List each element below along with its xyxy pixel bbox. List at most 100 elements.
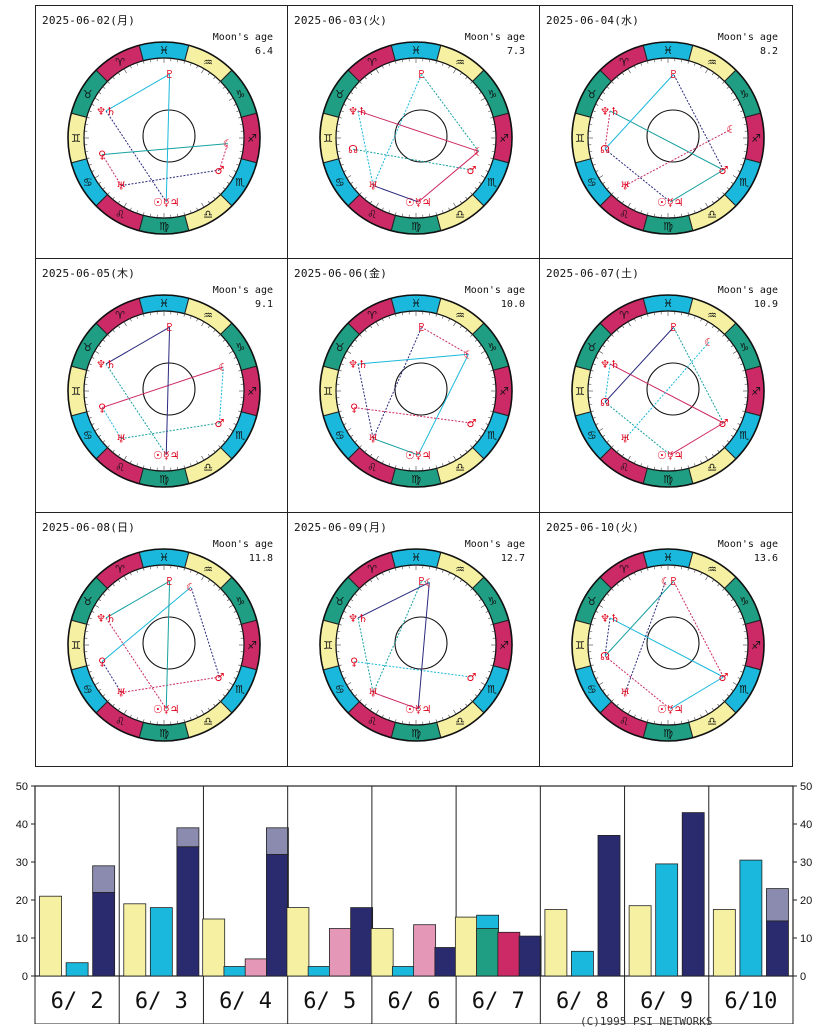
zodiac-sign-icon: ♓ (159, 551, 169, 564)
zodiac-sign-icon: ♏ (739, 429, 749, 442)
planet-icon: ♅ (368, 180, 378, 193)
zodiac-sign-icon: ♎ (707, 715, 717, 728)
planet-icon: ♇ (669, 321, 679, 334)
zodiac-sign-icon: ♍ (663, 220, 673, 233)
zodiac-sign-icon: ♉ (335, 595, 345, 608)
zodiac-wheel: ♓♒♑♐♏♎♍♌♋♊♉♈♆♄♀♅☉☿♃♂☾♇ (36, 6, 288, 259)
zodiac-sign-icon: ♉ (587, 341, 597, 354)
zodiac-sign-icon: ♎ (203, 715, 213, 728)
planet-icon: ☾ (474, 145, 484, 158)
category-label: 6/ 4 (219, 989, 272, 1014)
zodiac-sign-icon: ♍ (411, 473, 421, 486)
zodiac-sign-icon: ♋ (587, 429, 597, 442)
planet-icon: ♂ (214, 164, 224, 177)
planet-icon: ♅ (620, 433, 630, 446)
bar (498, 932, 520, 976)
bar (124, 904, 146, 976)
zodiac-sign-icon: ♌ (367, 461, 377, 474)
planet-icon: ☊ (348, 143, 358, 156)
y-tick-label-left: 40 (16, 819, 28, 831)
y-tick-label-left: 0 (22, 971, 28, 983)
zodiac-sign-icon: ♐ (751, 132, 761, 145)
zodiac-sign-icon: ♓ (411, 44, 421, 57)
zodiac-sign-icon: ♊ (575, 639, 585, 652)
zodiac-sign-icon: ♓ (159, 44, 169, 57)
zodiac-sign-icon: ♌ (619, 208, 629, 221)
zodiac-wheel: ♓♒♑♐♏♎♍♌♋♊♉♈♆♄☊♅☉☿♃♂☾♇ (540, 513, 792, 766)
zodiac-sign-icon: ♉ (335, 88, 345, 101)
zodiac-sign-icon: ♈ (367, 563, 377, 576)
zodiac-sign-icon: ♌ (619, 461, 629, 474)
zodiac-sign-icon: ♊ (71, 132, 81, 145)
planet-icon: ♅ (620, 180, 630, 193)
bar (598, 835, 620, 976)
zodiac-sign-icon: ♐ (751, 639, 761, 652)
zodiac-sign-icon: ♋ (335, 176, 345, 189)
zodiac-sign-icon: ♎ (455, 208, 465, 221)
category-label: 6/ 3 (135, 989, 188, 1014)
bar (40, 896, 62, 976)
y-tick-label-left: 20 (16, 895, 28, 907)
planet-icon: ☊ (600, 396, 610, 409)
planet-icon: ♂ (718, 164, 728, 177)
bar (371, 929, 393, 977)
zodiac-sign-icon: ♒ (707, 563, 717, 576)
planet-icon: ☉☿♃ (153, 196, 179, 209)
planet-icon: ♆♄ (348, 358, 368, 371)
planet-icon: ♆♄ (600, 612, 620, 625)
zodiac-wheel: ♓♒♑♐♏♎♍♌♋♊♉♈♆♄♀♅☉☿♃♂☾♇ (288, 259, 540, 513)
y-tick-label-right: 20 (800, 895, 812, 907)
planet-icon: ☾ (186, 581, 196, 594)
zodiac-sign-icon: ♋ (335, 683, 345, 696)
bar-top-segment (266, 828, 288, 855)
zodiac-sign-icon: ♒ (707, 56, 717, 69)
zodiac-sign-icon: ♊ (575, 385, 585, 398)
bar (203, 919, 225, 976)
category-label: 6/ 9 (640, 989, 693, 1014)
planet-icon: ☊ (600, 143, 610, 156)
zodiac-sign-icon: ♑ (487, 341, 497, 354)
bar-top-segment (177, 828, 199, 847)
planet-icon: ♆♄ (348, 612, 368, 625)
zodiac-sign-icon: ♊ (323, 132, 333, 145)
category-label: 6/10 (724, 989, 777, 1014)
zodiac-sign-icon: ♋ (335, 429, 345, 442)
category-label: 6/ 5 (303, 989, 356, 1014)
bar (287, 908, 309, 976)
bar (177, 847, 199, 976)
zodiac-sign-icon: ♓ (411, 297, 421, 310)
planet-icon: ♇ (669, 575, 679, 588)
planet-icon: ♂ (718, 671, 728, 684)
bar (329, 929, 351, 977)
zodiac-sign-icon: ♏ (235, 683, 245, 696)
planet-icon: ♇ (669, 68, 679, 81)
bar (629, 906, 651, 976)
planet-icon: ♀ (98, 656, 106, 669)
zodiac-sign-icon: ♎ (707, 461, 717, 474)
planet-icon: ☉☿♃ (405, 703, 431, 716)
zodiac-sign-icon: ♏ (739, 176, 749, 189)
planet-icon: ☉☿♃ (657, 196, 683, 209)
bar (224, 967, 246, 977)
zodiac-sign-icon: ♍ (159, 220, 169, 233)
planet-icon: ♅ (116, 687, 126, 700)
zodiac-sign-icon: ♓ (663, 44, 673, 57)
zodiac-sign-icon: ♈ (619, 309, 629, 322)
category-label: 6/ 6 (388, 989, 441, 1014)
zodiac-sign-icon: ♋ (587, 683, 597, 696)
zodiac-sign-icon: ♐ (247, 639, 257, 652)
planet-icon: ☉☿♃ (153, 449, 179, 462)
category-label: 6/ 7 (472, 989, 525, 1014)
bar (392, 967, 414, 977)
zodiac-sign-icon: ♎ (707, 208, 717, 221)
planet-icon: ♅ (368, 687, 378, 700)
planet-icon: ☾ (218, 361, 228, 374)
bar (66, 963, 88, 976)
planet-icon: ♂ (718, 417, 728, 430)
zodiac-sign-icon: ♐ (499, 639, 509, 652)
zodiac-sign-icon: ♌ (115, 715, 125, 728)
